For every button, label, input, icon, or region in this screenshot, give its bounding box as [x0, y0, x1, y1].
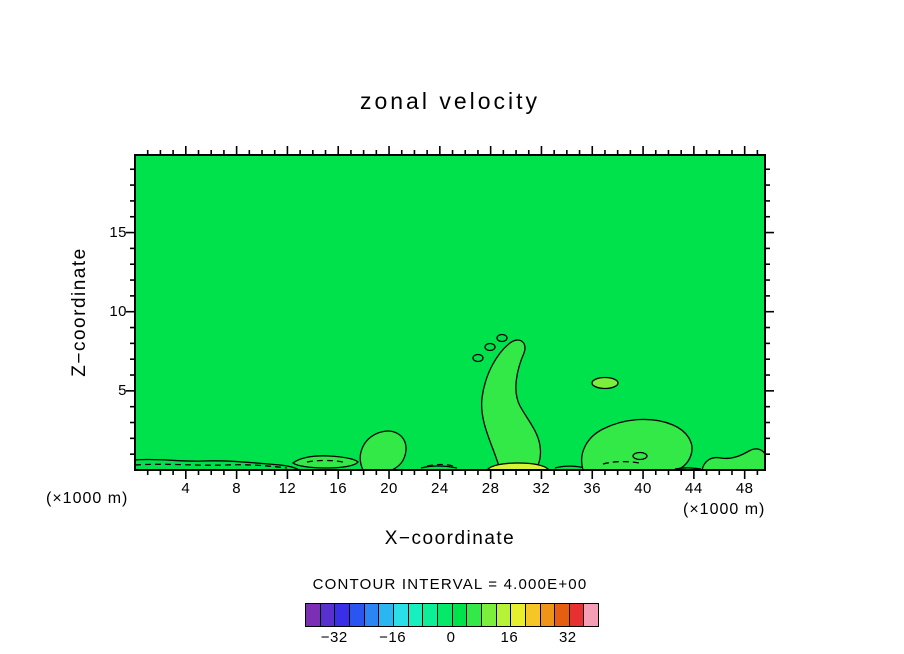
x-tick-label: 16: [329, 480, 348, 497]
chart-title: zonal velocity: [359, 88, 541, 114]
x-tick-label: 44: [685, 480, 703, 497]
field-background: [135, 155, 765, 470]
colorbar-cell: [495, 604, 511, 626]
x-tick-label: 4: [181, 480, 191, 497]
colorbar-cell: [392, 604, 408, 626]
x-tick-label: 28: [481, 480, 500, 497]
colorbar-cell: [539, 604, 555, 626]
y-tick-label: 5: [118, 381, 127, 399]
colorbar-cell: [568, 604, 584, 626]
colorbar-cell: [436, 604, 452, 626]
contour-left-blob: [359, 430, 407, 470]
colorbar-cell: [524, 604, 540, 626]
contour-right-blob: [581, 418, 693, 470]
x-tick-label: 20: [380, 480, 398, 497]
colorbar: [305, 603, 599, 627]
colorbar-cell: [348, 604, 364, 626]
colorbar-cell: [480, 604, 496, 626]
colorbar-cell: [422, 604, 437, 626]
colorbar-tick-label: 16: [500, 629, 519, 646]
colorbar-cell: [451, 604, 467, 626]
colorbar-tick-label: 0: [446, 629, 456, 646]
colorbar-cell: [466, 604, 481, 626]
colorbar-cell: [583, 604, 599, 626]
contour-surface-marks-mid: [420, 465, 458, 469]
contour-surface-line-left-dashed: [135, 463, 288, 469]
colorbar-tick-label: −32: [320, 629, 348, 646]
x-tick-label: 8: [232, 480, 242, 497]
colorbar-cell: [378, 604, 393, 626]
contour-plume-top-cells: [472, 333, 508, 363]
contour-surface-marks-mid-dashed: [426, 463, 454, 467]
colorbar-tick-label: −16: [379, 629, 407, 646]
colorbar-cell: [334, 604, 349, 626]
contour-surface-lens: [291, 455, 359, 469]
colorbar-cell: [554, 604, 569, 626]
colorbar-cell: [306, 604, 320, 626]
x-tick-label: 24: [430, 480, 449, 497]
colorbar-labels: −32 −16 0 16 32: [305, 629, 597, 647]
contour-surface-line-left-solid: [135, 458, 300, 470]
contour-surface-line-right: [674, 467, 702, 470]
x-axis-label: X−coordinate: [384, 528, 516, 549]
y-tick-label: 15: [109, 223, 127, 241]
colorbar-tick-label: 32: [558, 629, 577, 646]
contour-surface-lens-inner-dashed: [306, 459, 344, 463]
x-tick-label: 12: [278, 480, 297, 497]
colorbar-cell: [510, 604, 525, 626]
contour-right-blob-inner-cell: [632, 451, 648, 461]
y-tick-label: 10: [109, 302, 127, 320]
y-axis-label: Z−coordinate: [69, 247, 90, 377]
x-axis-unit-label: (×1000 m): [683, 501, 766, 518]
contour-right-blob-dashed: [602, 460, 640, 465]
x-tick-label: 32: [532, 480, 551, 497]
y-axis-unit-label: (×1000 m): [46, 490, 129, 507]
x-tick-label: 40: [634, 480, 652, 497]
contour-surface-yellow-band: [486, 462, 550, 470]
x-tick-label: 36: [583, 480, 602, 497]
contour-mid-oval: [591, 376, 619, 390]
colorbar-cell: [363, 604, 379, 626]
colorbar-cell: [319, 604, 335, 626]
contour-right-edge-strip: [701, 448, 765, 470]
x-tick-label: 48: [735, 480, 754, 497]
contour-interval-label: CONTOUR INTERVAL = 4.000E+00: [312, 576, 588, 593]
colorbar-cell: [407, 604, 423, 626]
contour-plume: [480, 339, 542, 470]
